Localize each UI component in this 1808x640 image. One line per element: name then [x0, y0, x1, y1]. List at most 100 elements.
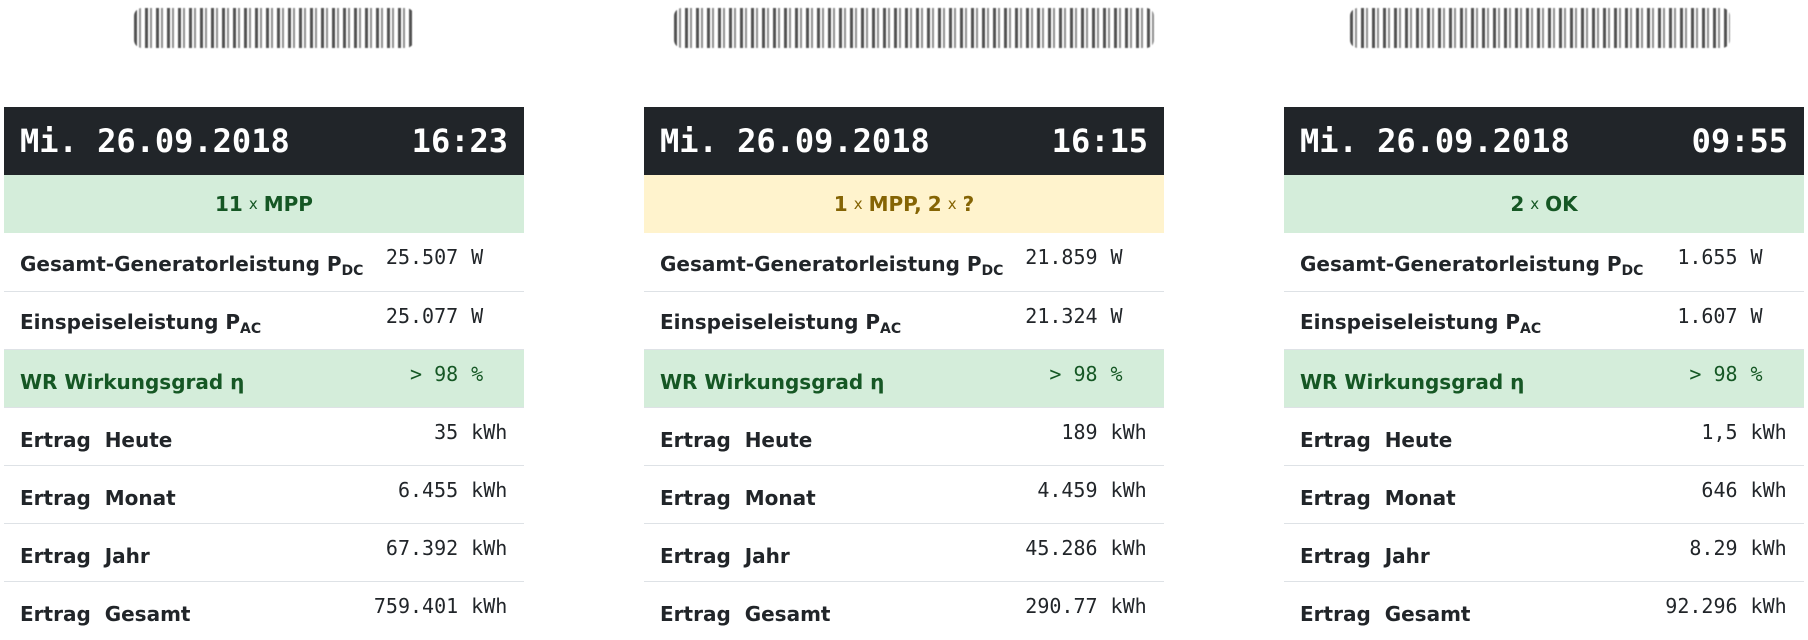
panel-header: Mi. 26.09.2018 16:15: [644, 107, 1164, 175]
table-row-efficiency: WR Wirkungsgrad η > 98 %: [644, 349, 1164, 407]
row-label: Ertrag Heute: [20, 427, 173, 452]
site-name-redacted: [1284, 0, 1804, 107]
row-label: Ertrag Heute: [660, 427, 813, 452]
row-unit: kWh: [471, 535, 508, 560]
row-label: Ertrag Heute: [1300, 427, 1453, 452]
date-label: Mi. 26.09.2018: [660, 122, 930, 160]
values-table: Gesamt-Generatorleistung PDC 1.655 W Ein…: [1284, 233, 1804, 639]
plant-panel-3: Mi. 26.09.2018 09:55 2 x OK Gesamt-Gener…: [1284, 0, 1804, 639]
row-unit: kWh: [471, 419, 508, 444]
date-label: Mi. 26.09.2018: [20, 122, 290, 160]
row-label: Gesamt-Generatorleistung PDC: [1300, 251, 1644, 279]
row-value: 45.286: [1025, 535, 1098, 560]
row-unit: W: [1750, 245, 1763, 269]
table-row: Ertrag Monat 4.459 kWh: [644, 465, 1164, 523]
row-label: Ertrag Jahr: [20, 543, 150, 568]
table-row: Gesamt-Generatorleistung PDC 1.655 W: [1284, 233, 1804, 291]
row-value: 4.459: [1037, 477, 1098, 502]
table-row: Ertrag Monat 646 kWh: [1284, 465, 1804, 523]
row-unit: kWh: [1750, 535, 1787, 560]
row-unit: kWh: [471, 477, 508, 502]
row-value: 67.392: [385, 535, 459, 560]
row-label: WR Wirkungsgrad η: [20, 369, 245, 394]
site-name-redacted: [4, 0, 524, 107]
row-value: 759.401: [373, 593, 459, 618]
status-count: 2: [1510, 192, 1525, 216]
row-unit: W: [1110, 303, 1123, 328]
row-label: WR Wirkungsgrad η: [1300, 369, 1525, 394]
row-value: 8.29: [1689, 535, 1738, 560]
row-label: Ertrag Jahr: [1300, 543, 1430, 568]
values-table: Gesamt-Generatorleistung PDC 21.859 W Ei…: [644, 233, 1164, 639]
table-row: Gesamt-Generatorleistung PDC 21.859 W: [644, 233, 1164, 291]
row-unit: W: [1750, 303, 1763, 328]
row-value: 25.077: [385, 303, 459, 328]
row-label: Ertrag Monat: [660, 485, 816, 510]
row-value: 1.655: [1677, 245, 1738, 269]
table-row: Ertrag Jahr 45.286 kWh: [644, 523, 1164, 581]
row-unit: kWh: [1110, 535, 1147, 560]
status-label: MPP: [263, 192, 313, 216]
row-value: 25.507: [385, 245, 459, 269]
row-value: 92.296: [1665, 593, 1738, 618]
row-label: Ertrag Gesamt: [1300, 601, 1471, 626]
date-label: Mi. 26.09.2018: [1300, 122, 1570, 160]
row-value: > 98: [409, 361, 459, 386]
row-unit: %: [1110, 361, 1123, 386]
table-row: Einspeiseleistung PAC 1.607 W: [1284, 291, 1804, 349]
table-row: Ertrag Jahr 67.392 kWh: [4, 523, 524, 581]
status-multiplier-2: x: [947, 195, 957, 213]
row-label: Einspeiseleistung PAC: [660, 310, 902, 337]
status-badge: 11 x MPP: [4, 175, 524, 233]
status-badge: 2 x OK: [1284, 175, 1804, 233]
row-unit: kWh: [1750, 477, 1787, 502]
row-unit: W: [1110, 245, 1123, 269]
row-value: 35: [434, 419, 459, 444]
row-value: > 98: [1049, 361, 1098, 386]
row-value: 290.77: [1025, 593, 1098, 618]
row-label: Ertrag Monat: [20, 485, 176, 510]
row-unit: kWh: [1750, 593, 1787, 618]
row-label: Ertrag Jahr: [660, 543, 790, 568]
row-unit: kWh: [1110, 477, 1147, 502]
plant-panel-1: Mi. 26.09.2018 16:23 11 x MPP Gesamt-Gen…: [4, 0, 524, 639]
time-label: 16:15: [1051, 122, 1148, 160]
table-row: Ertrag Jahr 8.29 kWh: [1284, 523, 1804, 581]
row-unit: kWh: [1750, 419, 1787, 444]
row-label: Gesamt-Generatorleistung PDC: [660, 251, 1004, 279]
site-name-redacted: [644, 0, 1164, 107]
table-row-efficiency: WR Wirkungsgrad η > 98 %: [4, 349, 524, 407]
table-row: Ertrag Heute 35 kWh: [4, 407, 524, 465]
table-row: Ertrag Gesamt 290.77 kWh: [644, 581, 1164, 639]
status-count: 1: [833, 192, 848, 216]
status-count-2: 2: [927, 192, 942, 216]
time-label: 09:55: [1691, 122, 1788, 160]
table-row-efficiency: WR Wirkungsgrad η > 98 %: [1284, 349, 1804, 407]
time-label: 16:23: [411, 122, 508, 160]
row-label: Ertrag Gesamt: [660, 601, 831, 626]
row-unit: kWh: [471, 593, 508, 618]
row-value: > 98: [1689, 361, 1738, 386]
status-label-2: ?: [962, 192, 975, 216]
row-value: 21.859: [1025, 245, 1098, 269]
status-count: 11: [215, 192, 243, 216]
row-label: Ertrag Monat: [1300, 485, 1456, 510]
row-unit: %: [1750, 361, 1763, 386]
table-row: Ertrag Monat 6.455 kWh: [4, 465, 524, 523]
table-row: Einspeiseleistung PAC 21.324 W: [644, 291, 1164, 349]
panel-header: Mi. 26.09.2018 16:23: [4, 107, 524, 175]
row-label: WR Wirkungsgrad η: [660, 369, 885, 394]
status-multiplier: x: [853, 195, 863, 213]
row-unit: W: [471, 245, 484, 269]
status-multiplier: x: [248, 195, 258, 213]
status-multiplier: x: [1530, 195, 1540, 213]
status-badge: 1 x MPP, 2 x ?: [644, 175, 1164, 233]
status-label: OK: [1545, 192, 1578, 216]
row-unit: %: [471, 361, 484, 386]
row-unit: kWh: [1110, 419, 1147, 444]
row-label: Einspeiseleistung PAC: [20, 310, 262, 337]
row-unit: W: [471, 303, 484, 328]
plant-panel-2: Mi. 26.09.2018 16:15 1 x MPP, 2 x ? Gesa…: [644, 0, 1164, 639]
row-value: 21.324: [1025, 303, 1098, 328]
